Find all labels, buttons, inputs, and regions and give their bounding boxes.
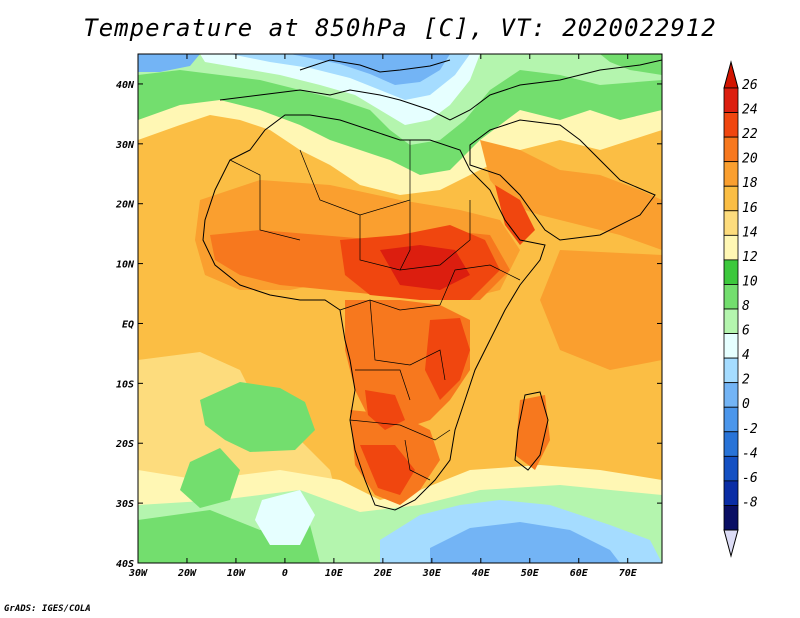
colorbar-swatch <box>723 431 739 457</box>
lon-tick-label: 40E <box>472 568 491 579</box>
lat-tick-label: EQ <box>122 319 134 330</box>
colorbar-bottom-arrow <box>723 529 739 558</box>
colorbar-label: 8 <box>742 299 750 314</box>
colorbar-swatch <box>723 112 739 138</box>
lon-tick-label: 50E <box>521 568 540 579</box>
colorbar-label: 14 <box>742 225 758 240</box>
colorbar-swatch <box>723 259 739 285</box>
colorbar-label: 26 <box>742 78 758 93</box>
lon-tick-label: 30E <box>422 568 442 579</box>
colorbar-label: -2 <box>742 422 758 437</box>
colorbar-label: 12 <box>742 250 758 265</box>
temperature-field <box>138 54 662 563</box>
border-3 <box>359 200 471 271</box>
colorbar-swatch <box>723 234 739 261</box>
colorbar-label: 20 <box>742 152 758 167</box>
colorbar-label: 0 <box>742 397 750 412</box>
balkans-coastline <box>299 59 451 73</box>
border-1 <box>229 159 301 241</box>
lat-tick-label: 30S <box>115 499 134 510</box>
country-borders <box>229 140 521 481</box>
border-9 <box>404 439 431 481</box>
border-7 <box>349 419 451 441</box>
field-nw-blue <box>138 54 200 72</box>
colorbar-label: -6 <box>742 471 758 486</box>
field-atlantic-green-blob <box>200 382 315 452</box>
arabia-coastline <box>469 119 656 241</box>
coastlines <box>202 59 662 511</box>
lon-tick-label: 70E <box>619 568 638 579</box>
field-kalahari-hot <box>360 445 415 495</box>
colorbar-swatch <box>723 136 739 163</box>
colorbar-label: -4 <box>742 446 758 461</box>
lat-tick-label: 10S <box>116 379 134 390</box>
border-10 <box>439 264 521 306</box>
colorbar-swatch <box>723 333 739 359</box>
border-8 <box>355 369 411 401</box>
border-4 <box>399 200 411 271</box>
lat-tick-label: 30N <box>115 140 135 151</box>
field-atlantic-cyan-blob <box>255 490 315 545</box>
lat-tick-label: 40N <box>116 80 135 91</box>
colorbar-label: 16 <box>742 201 758 216</box>
lat-tick-label: 20S <box>115 439 134 450</box>
colorbar-swatch <box>723 505 739 531</box>
colorbar-label: 22 <box>742 127 758 142</box>
colorbar-swatch <box>723 455 739 482</box>
field-angola-hot <box>365 390 405 430</box>
lat-tick-label: 40S <box>116 559 134 570</box>
map-title: Temperature at 850hPa [C], VT: 202002291… <box>83 14 717 42</box>
colorbar-label: 4 <box>742 348 750 363</box>
colorbar-label: 2 <box>742 373 750 388</box>
lon-tick-label: 0 <box>282 568 288 579</box>
colorbar-swatch <box>723 382 739 408</box>
colorbar-swatch <box>723 284 739 310</box>
colorbar-top-arrow <box>723 60 739 89</box>
field-indian-ocean-orange <box>540 250 662 370</box>
colorbar-swatch <box>723 480 739 506</box>
border-5 <box>339 299 441 311</box>
axis-ticks: 30W 20W 10W 0 10E 20E 30E 40E 50E 60E 70E 40N 30N 20N… <box>115 54 662 579</box>
colorbar-swatch <box>723 308 739 334</box>
lon-tick-label: 10W <box>227 568 246 579</box>
border-6 <box>369 299 446 381</box>
lon-tick-label: 20W <box>177 568 197 579</box>
colorbar-label: 18 <box>742 176 758 191</box>
lon-tick-label: 20E <box>373 568 393 579</box>
colorbar-swatch <box>723 161 739 187</box>
footer-credit: GrADS: IGES/COLA <box>4 604 91 614</box>
lat-tick-label: 10N <box>116 260 135 271</box>
field-south-blue <box>430 522 620 563</box>
colorbar-swatch <box>723 185 739 212</box>
field-south-green <box>138 510 320 563</box>
field-central-hottest <box>380 245 470 290</box>
field-arabia-orange <box>480 140 662 250</box>
colorbar-swatch <box>723 87 739 113</box>
africa-coastline <box>202 114 546 511</box>
field-med-blue <box>290 54 450 85</box>
colorbar-label: -8 <box>742 495 758 510</box>
colorbar-label: 10 <box>742 274 758 289</box>
madagascar-coastline <box>514 391 549 471</box>
lat-tick-label: 20N <box>115 200 135 211</box>
colorbar-label: 6 <box>742 324 750 339</box>
field-atlantic-green-small <box>180 448 240 508</box>
colorbar-label: 24 <box>742 103 758 118</box>
plot-frame <box>137 53 663 564</box>
colorbar-swatch <box>723 210 739 236</box>
lon-tick-label: 30W <box>128 568 148 579</box>
colorbar-swatch <box>723 357 739 384</box>
lon-tick-label: 10E <box>325 568 344 579</box>
field-rift-hot <box>425 318 470 400</box>
europe-coastline <box>219 59 662 121</box>
field-red-sea-hot <box>495 185 535 245</box>
field-ne-green <box>600 54 662 75</box>
colorbar-swatch <box>723 406 739 433</box>
lon-tick-label: 60E <box>570 568 589 579</box>
